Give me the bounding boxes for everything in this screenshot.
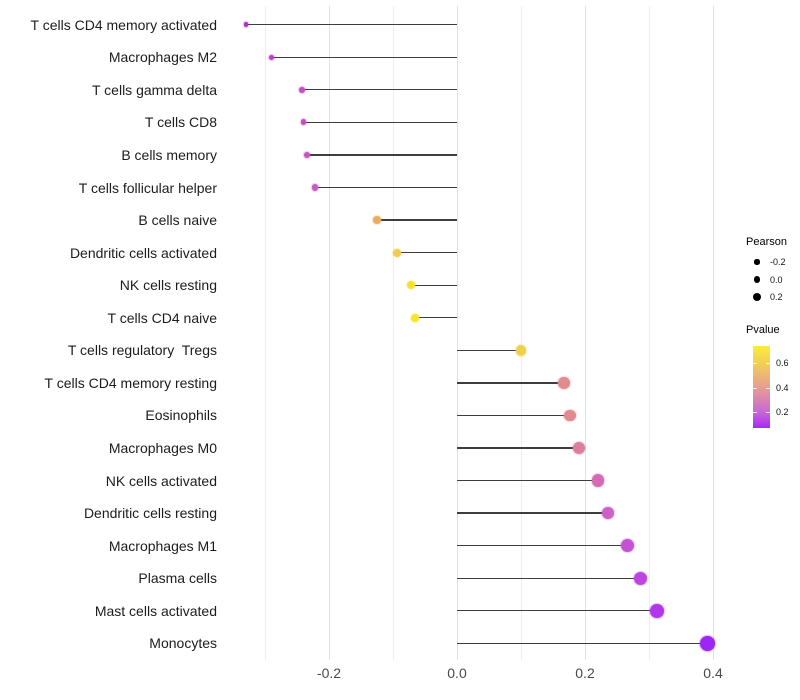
pvalue-tick-label: 0.6 — [776, 358, 789, 369]
category-label: Macrophages M2 — [108, 49, 217, 66]
pvalue-tick-mark — [766, 412, 770, 414]
lollipop-stem — [314, 186, 457, 189]
lollipop-dot — [634, 571, 648, 585]
x-tick-label: -0.2 — [316, 665, 342, 681]
lollipop-stem — [457, 545, 628, 547]
lollipop-dot — [558, 377, 570, 389]
lollipop-stem — [303, 121, 457, 124]
lollipop-dot — [406, 281, 415, 290]
category-label: Dendritic cells activated — [69, 244, 217, 261]
legend-size-label: 0.2 — [770, 292, 783, 303]
gridline-minor — [392, 6, 394, 660]
lollipop-stem — [457, 642, 708, 644]
lollipop-stem — [245, 24, 457, 26]
category-label: Mast cells activated — [94, 602, 217, 619]
lollipop-dot — [620, 539, 634, 553]
category-label: Eosinophils — [145, 407, 217, 424]
lollipop-dot — [311, 184, 318, 191]
legend-pvalue-title: Pvalue — [746, 324, 780, 336]
lollipop-stem — [396, 251, 457, 254]
pvalue-tick-label: 0.4 — [776, 382, 789, 393]
legend-size-dot — [753, 276, 761, 283]
pvalue-tick-label: 0.2 — [776, 407, 789, 418]
legend-pearson-title: Pearson — [746, 236, 787, 248]
lollipop-stem — [414, 317, 457, 319]
pvalue-tick-mark — [753, 363, 757, 365]
lollipop-stem — [457, 349, 521, 351]
pvalue-tick-mark — [753, 387, 757, 389]
lollipop-stem — [302, 89, 457, 91]
pvalue-tick-mark — [753, 412, 757, 414]
lollipop-dot — [650, 603, 665, 618]
category-label: Macrophages M0 — [108, 439, 217, 456]
category-label: Macrophages M1 — [108, 537, 217, 554]
category-label: T cells CD4 naive — [107, 309, 217, 326]
category-label: T cells CD4 memory activated — [30, 16, 217, 33]
lollipop-dot — [303, 152, 310, 158]
pvalue-gradient-bar — [753, 346, 770, 428]
x-tick-label: 0.0 — [447, 665, 467, 681]
gridline-major — [584, 6, 586, 660]
pvalue-tick-mark — [766, 363, 770, 365]
lollipop-stem — [457, 577, 641, 579]
category-label: B cells naive — [138, 212, 217, 229]
gridline-major — [712, 6, 714, 660]
category-label: T cells CD4 memory resting — [44, 374, 217, 391]
lollipop-stem — [306, 154, 457, 156]
gridline-major — [328, 6, 330, 660]
legend-size-label: 0.0 — [770, 274, 783, 285]
legend-size-dot — [754, 259, 760, 265]
category-label: T cells CD8 — [144, 114, 217, 131]
gridline-minor — [264, 6, 266, 660]
legend-size-dot — [752, 293, 762, 302]
legend-size-label: -0.2 — [770, 257, 786, 267]
gridline-major — [456, 6, 458, 660]
lollipop-dot — [601, 506, 615, 520]
lollipop-dot — [410, 313, 419, 322]
lollipop-stem — [457, 479, 598, 482]
lollipop-dot — [299, 86, 305, 93]
x-tick-label: 0.2 — [575, 665, 595, 681]
category-label: Plasma cells — [138, 570, 217, 587]
lollipop-dot — [373, 216, 381, 224]
lollipop-dot — [564, 409, 577, 422]
category-label: T cells gamma delta — [91, 81, 217, 98]
lollipop-dot — [591, 474, 604, 487]
category-label: T cells follicular helper — [78, 179, 217, 196]
lollipop-stem — [457, 512, 609, 514]
lollipop-dot — [392, 248, 401, 257]
lollipop-stem — [457, 447, 579, 449]
lollipop-dot — [572, 442, 585, 454]
lollipop-dot — [700, 635, 716, 651]
category-label: NK cells activated — [105, 472, 217, 489]
gridline-minor — [648, 6, 650, 660]
lollipop-stem — [377, 219, 457, 221]
x-tick-label: 0.4 — [703, 665, 723, 681]
gridline-minor — [520, 6, 522, 660]
category-label: Monocytes — [149, 635, 217, 652]
lollipop-stem — [457, 610, 658, 612]
category-label: Dendritic cells resting — [83, 505, 217, 522]
lollipop-stem — [457, 382, 564, 384]
lollipop-stem — [271, 56, 457, 58]
lollipop-dot — [515, 344, 527, 356]
lollipop-dot — [268, 54, 274, 60]
category-label: NK cells resting — [119, 277, 217, 294]
lollipop-stem — [457, 414, 571, 417]
lollipop-stem — [410, 284, 457, 286]
pvalue-tick-mark — [766, 387, 770, 389]
lollipop-dot — [300, 119, 307, 126]
category-label: B cells memory — [121, 146, 217, 163]
category-label: T cells regulatory Tregs — [67, 342, 217, 359]
lollipop-dot — [243, 22, 249, 27]
